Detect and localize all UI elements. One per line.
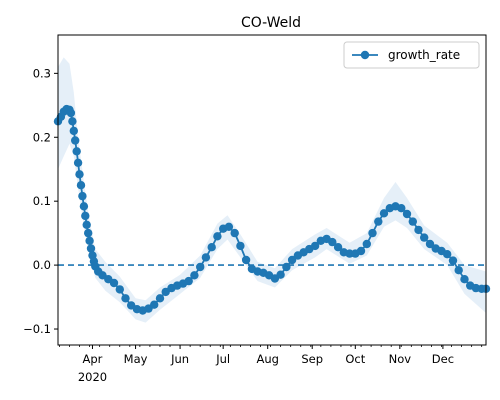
x-tick-label: Oct [345,352,365,366]
plot-frame [57,34,487,346]
data-point [282,262,291,272]
data-point [333,243,343,252]
data-point [71,136,80,145]
data-point [79,202,89,211]
data-point [236,241,245,251]
data-point [230,228,239,238]
data-point [115,285,125,294]
data-point [454,266,463,275]
data-point [78,191,87,201]
y-tick-label: 0.1 [33,194,51,208]
data-point [443,250,452,259]
data-point [374,217,383,226]
data-point [276,270,285,279]
data-point [287,255,297,265]
data-point [207,243,216,252]
data-point [213,232,222,241]
x-tick-label: Dec [432,352,454,366]
legend-marker-swatch [360,50,370,60]
data-point [328,237,337,247]
data-point [75,170,84,179]
data-point [155,294,165,303]
data-point [397,204,406,213]
data-point [460,275,469,284]
data-point [150,300,159,309]
y-tick-label: 0.0 [33,258,51,272]
data-point [196,262,205,272]
data-point [448,256,458,265]
legend-label: growth_rate [388,48,460,62]
y-tick-label: 0.3 [33,66,51,80]
x-tick-label: Aug [256,352,278,366]
x-tick-label: Nov [389,352,412,366]
data-point [84,228,93,238]
data-point [72,147,81,156]
data-point [201,253,211,262]
data-point [68,117,77,126]
y-tick-label: −0.1 [23,322,51,336]
data-point [414,225,423,235]
data-point [379,209,389,218]
data-point [86,244,96,253]
data-point [402,209,412,219]
data-point [425,239,435,249]
confidence-band [58,57,486,323]
y-tick-label: 0.2 [33,130,51,144]
data-point [85,236,94,245]
data-point [76,181,86,190]
x-tick-sublabel: 2020 [78,370,107,384]
x-tick-label: Apr [83,352,103,366]
data-point [73,158,83,167]
data-point [362,239,371,249]
data-point [310,241,320,251]
data-point [241,255,251,265]
x-tick-label: Sep [301,352,323,366]
data-point [66,108,76,118]
data-point [190,271,199,280]
data-point [224,222,234,231]
data-point [69,126,79,136]
data-point [184,276,193,286]
data-point [368,228,377,238]
x-tick-label: Jun [170,352,189,366]
legend-box [343,41,480,69]
data-point [420,233,429,242]
x-tick-label: Jul [215,352,230,366]
data-point [121,294,130,303]
data-point [356,246,366,256]
data-point [81,211,90,221]
chart-title: CO-Weld [241,15,301,31]
x-tick-label: May [124,352,148,366]
data-point [82,220,91,229]
data-point [109,278,119,288]
data-point [408,217,417,226]
